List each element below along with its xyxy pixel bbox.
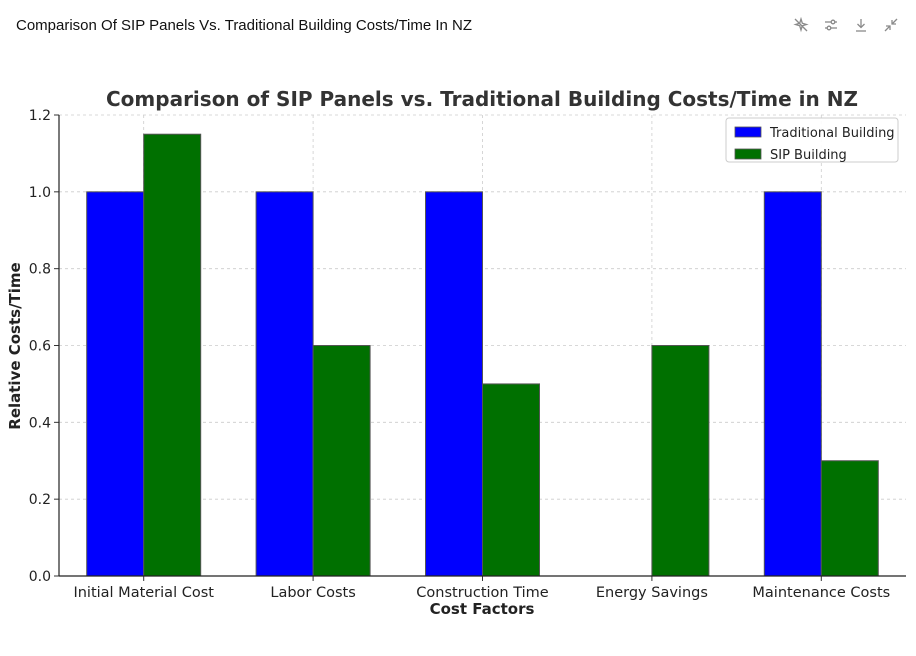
x-tick-label: Initial Material Cost [73,585,214,601]
legend-label: Traditional Building [769,126,895,141]
bar-traditional-2 [425,191,483,577]
bar-traditional-0 [86,191,145,577]
x-tick-label: Energy Savings [596,585,708,601]
y-tick-label: 0.6 [29,339,51,355]
x-tick-label: Construction Time [416,585,548,601]
sliders-icon[interactable] [822,16,840,34]
legend-box [725,117,899,163]
y-tick-label: 1.0 [29,185,51,201]
download-icon[interactable] [852,16,870,34]
bar-chart: Comparison of SIP Panels vs. Traditional… [6,87,906,618]
bar-traditional-1 [255,191,314,577]
y-axis-label: Relative Costs/Time [6,262,24,429]
legend-swatch [734,126,762,138]
y-tick-label: 0.2 [29,492,51,508]
page-title: Comparison Of SIP Panels Vs. Traditional… [16,16,473,34]
chart-container: Comparison of SIP Panels vs. Traditional… [0,50,916,651]
chart-toolbar [792,16,900,34]
y-tick-label: 0.4 [29,415,51,431]
legend-label: SIP Building [770,148,847,163]
bar-sip-4 [820,460,879,577]
x-axis-label: Cost Factors [430,600,535,618]
chart-header: Comparison Of SIP Panels Vs. Traditional… [0,0,916,50]
x-tick-label: Maintenance Costs [752,585,890,601]
bar-sip-2 [482,383,540,577]
collapse-icon[interactable] [882,16,900,34]
y-tick-label: 0.0 [29,569,51,585]
bars [86,133,879,577]
chart-title: Comparison of SIP Panels vs. Traditional… [106,87,858,111]
bar-traditional-4 [763,191,822,577]
y-tick-label: 1.2 [29,108,51,124]
legend-swatch [734,148,762,160]
bar-sip-0 [143,133,202,577]
bar-sip-1 [312,345,371,577]
ai-sparkle-off-icon[interactable] [792,16,810,34]
axes: 0.0 0.2 0.4 0.6 0.8 1.0 1.2 Initial Material Co… [29,108,906,601]
legend: Traditional Building SIP Building [725,117,899,163]
bar-sip-3 [651,345,710,577]
x-tick-label: Labor Costs [270,585,355,601]
y-tick-label: 0.8 [29,262,51,278]
